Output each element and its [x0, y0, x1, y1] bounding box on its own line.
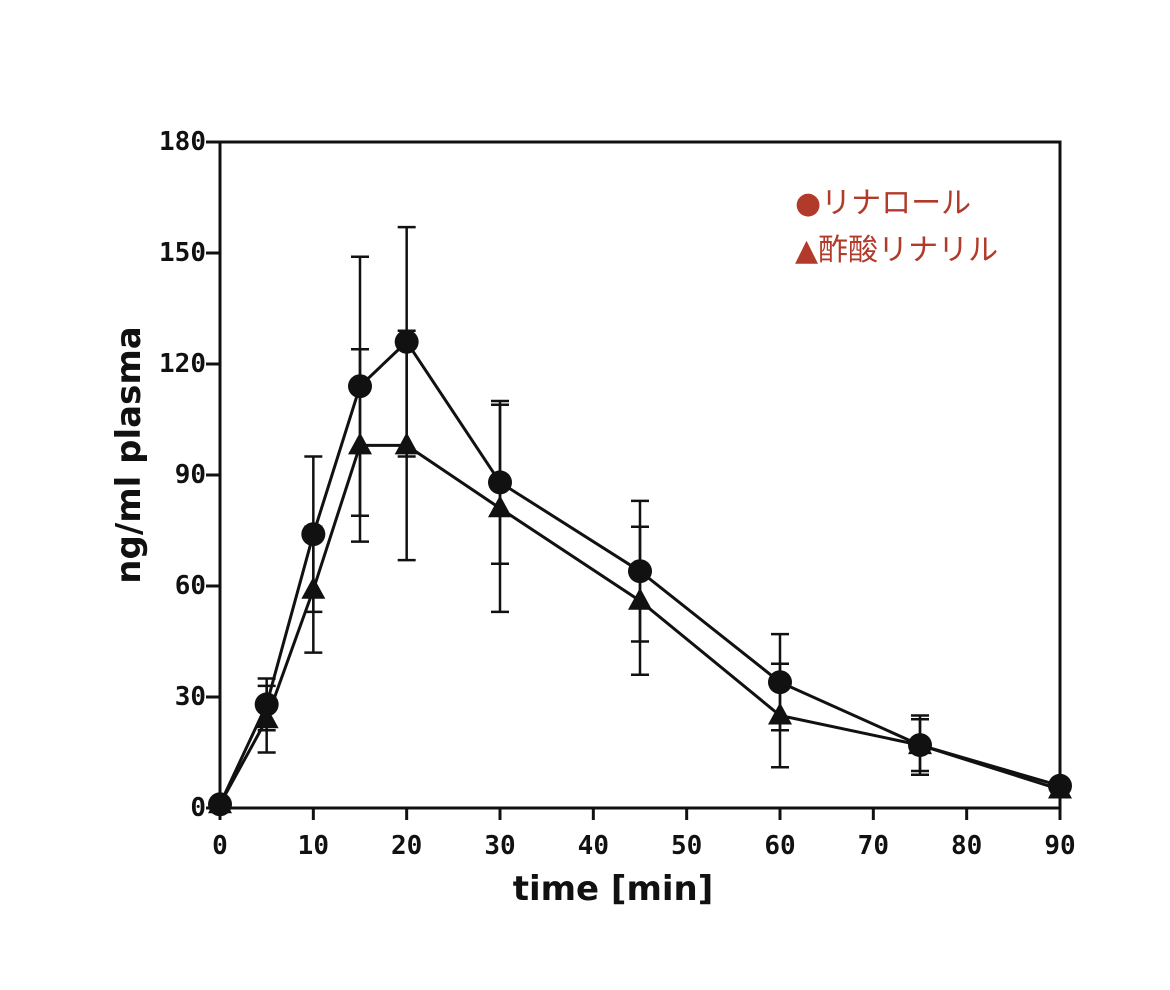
data-point [301, 576, 326, 599]
x-tick-label: 80 [951, 831, 982, 861]
legend-entry-linalool: ●リナロール [795, 186, 971, 221]
data-point [208, 791, 232, 814]
x-tick-label: 70 [858, 831, 889, 861]
x-tick-label: 30 [484, 831, 515, 861]
series-line [218, 443, 1061, 806]
x-tick-label: 90 [1044, 831, 1075, 861]
y-axis-title: ng/ml plasma [109, 326, 149, 583]
x-axis-title: time [min] [513, 869, 714, 909]
series-linalyl-acetate [208, 329, 1072, 814]
y-tick-label: 0 [190, 793, 206, 823]
x-tick-label: 0 [212, 831, 228, 861]
y-tick-label: 180 [159, 127, 206, 157]
data-point [908, 732, 932, 755]
x-tick-label: 40 [578, 831, 609, 861]
x-tick-label: 50 [671, 831, 702, 861]
legend-entry-linalyl-acetate: ▲酢酸リナリル [795, 233, 998, 268]
data-point [628, 587, 652, 610]
y-tick-label: 60 [175, 571, 206, 601]
series-layer [208, 225, 1072, 817]
y-tick-label: 150 [159, 238, 206, 268]
data-point [768, 702, 792, 725]
x-tick-label: 10 [298, 831, 329, 861]
data-point [488, 495, 512, 518]
data-point [254, 706, 279, 729]
data-point [348, 432, 372, 455]
y-tick-label: 120 [159, 349, 206, 379]
x-tick-label: 60 [764, 831, 795, 861]
y-tick-label: 30 [175, 682, 206, 712]
x-tick-label: 20 [391, 831, 422, 861]
series-linalool [208, 225, 1072, 817]
y-tick-label: 90 [175, 460, 206, 490]
series-line [218, 339, 1061, 805]
data-point [1048, 776, 1072, 799]
y-axis: 0 30 60 90 120 150 180 [159, 127, 220, 823]
x-axis: 0 10 20 30 40 50 60 70 80 90 [212, 808, 1076, 861]
data-point [394, 432, 419, 455]
